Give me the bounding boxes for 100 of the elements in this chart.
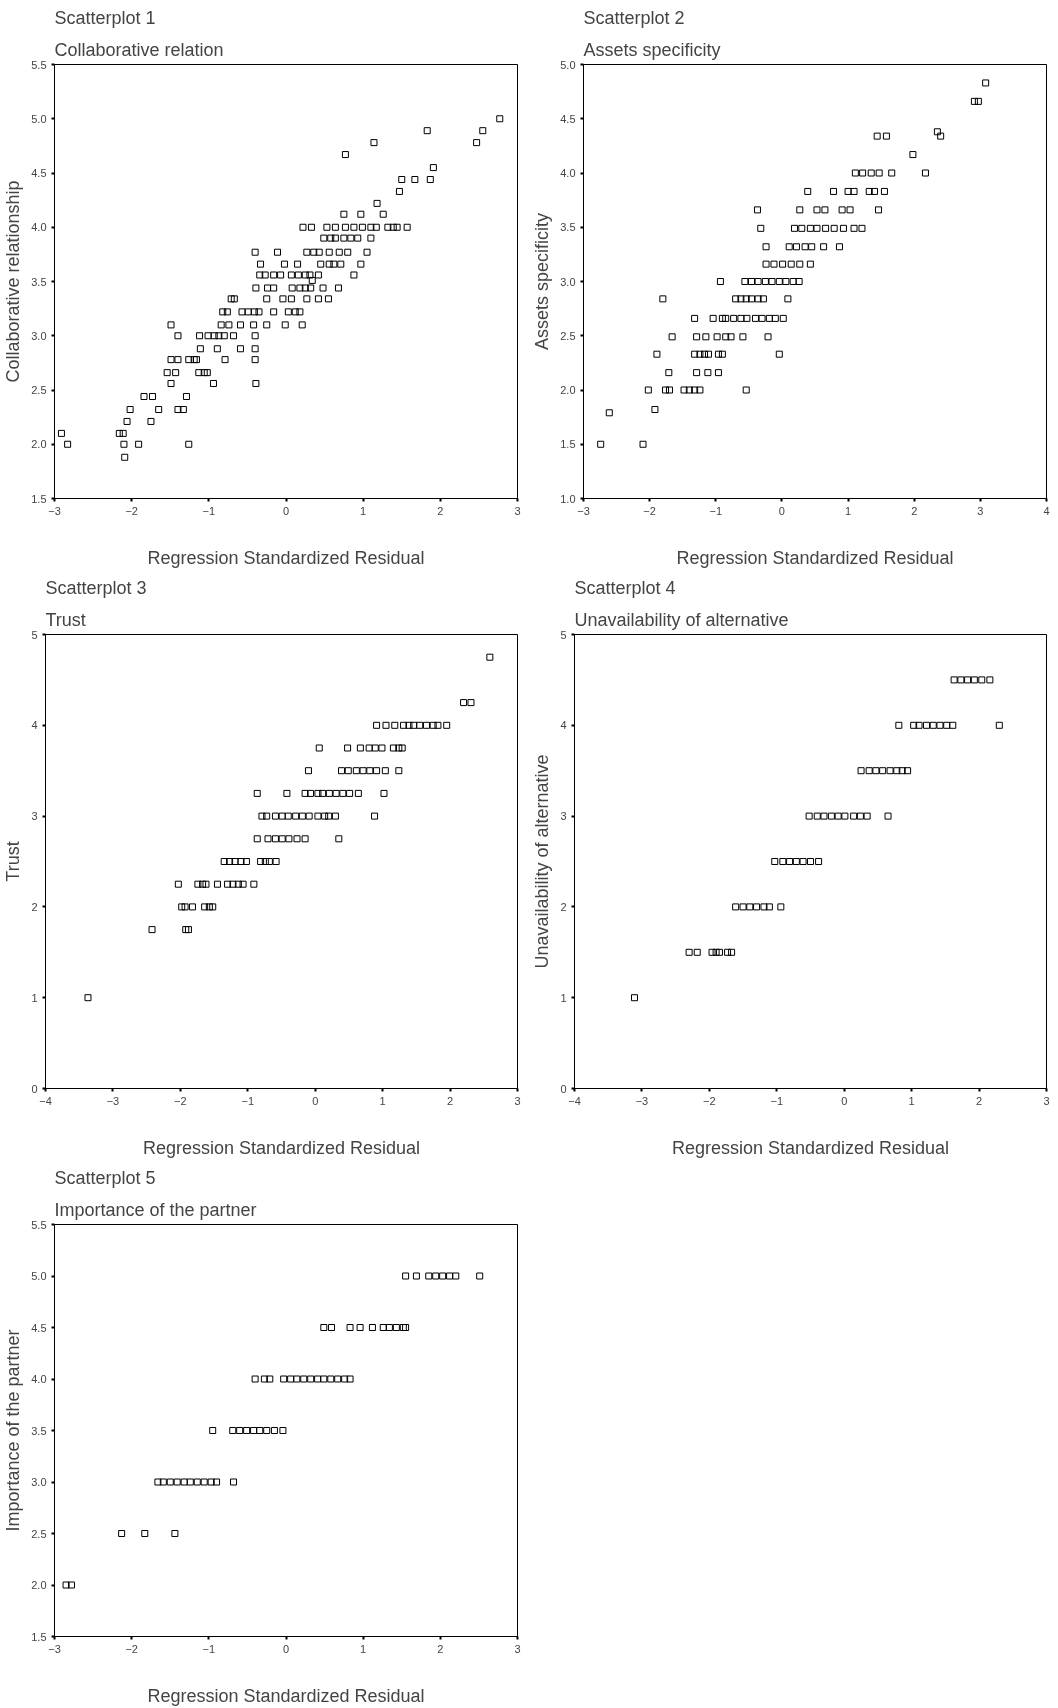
point [949,721,957,729]
y-tick-label: 4.0 [31,1373,47,1385]
point [266,1375,274,1383]
y-tick-label: 5.0 [560,58,576,71]
x-tick-label: 2 [447,1094,454,1107]
point [346,1375,354,1383]
point [173,1478,181,1486]
y-tick-label: 2 [560,900,567,913]
point [314,1375,322,1383]
point [841,812,849,820]
x-tick-label: 1 [379,1094,386,1107]
point [922,721,930,729]
point [251,1375,259,1383]
point [978,676,986,684]
point [279,1427,287,1434]
point [943,721,951,729]
y-axis-title: Assets specificity [532,212,553,351]
y-axis-title: Collaborative relationship [3,180,24,383]
point [207,1478,215,1486]
chart-subtitle: Trust [45,609,86,630]
point [300,1375,308,1383]
point [957,676,965,684]
x-tick-label: 1 [845,504,852,517]
y-tick-label: 2 [31,900,38,913]
y-tick-label: 2.5 [31,384,47,396]
point [739,903,747,911]
point [320,1375,328,1383]
point [213,1478,221,1486]
point [771,858,779,865]
point [964,676,972,684]
y-tick-label: 4.0 [31,221,47,234]
point [159,1478,167,1486]
y-tick-label: 4.5 [31,167,47,179]
x-tick-label: 0 [282,504,290,517]
point [341,1375,349,1383]
point [368,1324,376,1331]
point [346,1324,354,1331]
point [243,1427,251,1434]
point [200,1478,208,1486]
x-tick-label: 1 [908,1094,915,1107]
point [856,812,864,820]
point [879,767,887,775]
point [779,858,787,865]
point [893,767,901,775]
x-tick-label: 3 [977,504,984,517]
point [270,1427,278,1434]
point [293,1375,301,1383]
point [712,948,720,956]
x-tick-label: −2 [643,504,656,517]
point [895,721,903,729]
x-tick-label: 2 [976,1094,983,1107]
x-tick-label: −1 [770,1094,784,1107]
y-tick-label: 4.5 [31,1321,47,1334]
point [260,1375,268,1383]
point [425,1272,433,1280]
x-tick-label: −1 [241,1094,255,1107]
y-tick-label: 4 [31,719,38,732]
x-axis-title: Regression Standardized Residual [676,547,954,568]
x-tick-label: 2 [437,504,444,517]
point [820,812,828,820]
x-tick-label: 1 [360,1642,367,1655]
chart-title: Scatterplot 4 [574,577,676,598]
y-tick-label: 1.5 [31,492,47,505]
point [898,767,906,775]
chart-title: Scatterplot 5 [54,1167,156,1188]
point [385,1324,393,1331]
y-axis-title: Trust [3,841,24,882]
point [280,1375,288,1383]
point [685,948,693,956]
x-tick-label: −4 [39,1094,52,1107]
x-tick-label: 4 [1043,504,1050,517]
x-tick-label: 3 [514,504,521,517]
x-tick-label: −3 [48,1642,61,1655]
x-axis-title: Regression Standardized Residual [147,1685,425,1706]
y-tick-label: 3.0 [31,329,47,342]
x-tick-label: 3 [514,1642,521,1655]
x-tick-label: −2 [125,1642,138,1655]
point [746,903,754,911]
point [834,812,842,820]
point [857,767,865,775]
point [118,1530,126,1537]
x-axis-title: Regression Standardized Residual [147,547,425,568]
y-tick-label: 5.0 [31,112,47,125]
point [287,1375,295,1383]
point [180,1478,188,1486]
y-tick-label: 3.5 [560,221,576,234]
point [141,1530,149,1537]
point [320,1324,328,1331]
x-tick-label: −1 [202,1642,216,1655]
y-tick-label: 0 [560,1082,567,1095]
x-tick-label: −2 [125,504,138,517]
chart-subtitle: Assets specificity [583,39,721,60]
y-tick-label: 1.5 [560,438,576,451]
chart-subtitle: Unavailability of alternative [574,609,789,630]
point [452,1272,460,1280]
point [631,994,639,1002]
point [765,903,773,911]
point [62,1581,70,1589]
point [884,812,892,820]
chart-title: Scatterplot 2 [583,7,685,28]
